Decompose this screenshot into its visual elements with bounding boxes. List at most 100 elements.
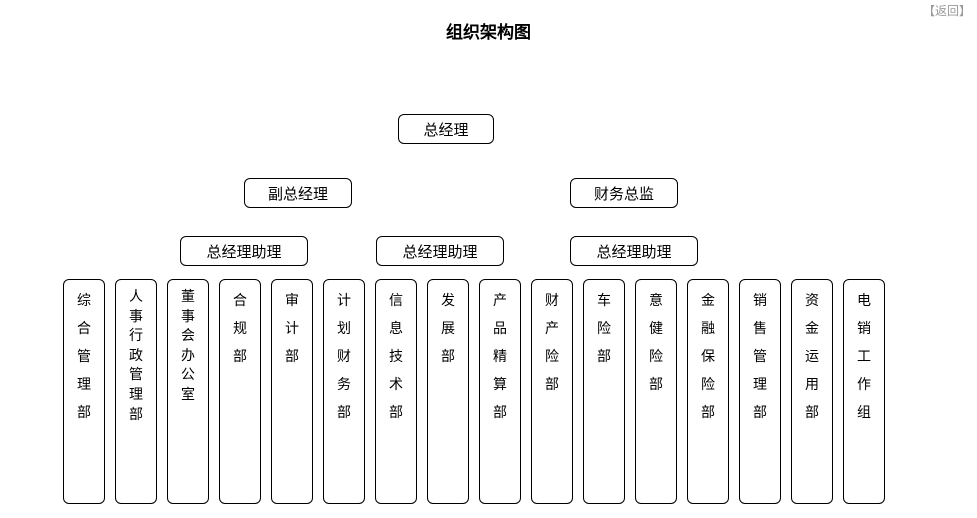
org-dept-char: 金 [701, 288, 715, 316]
org-dept-char: 售 [753, 316, 767, 344]
org-dept-char: 综 [77, 288, 91, 316]
org-dept-char: 事 [181, 308, 195, 328]
org-dept-char: 合 [77, 316, 91, 344]
org-dept-char: 销 [753, 288, 767, 316]
org-dept-char: 金 [805, 316, 819, 344]
org-dept: 电销工作组 [843, 279, 885, 504]
org-dept-char: 部 [805, 400, 819, 428]
org-dept: 资金运用部 [791, 279, 833, 504]
org-node-asst2: 总经理助理 [376, 236, 504, 266]
org-dept-char: 人 [129, 288, 143, 308]
org-dept-char: 审 [285, 288, 299, 316]
org-dept-char: 管 [77, 344, 91, 372]
org-node-label: 财务总监 [594, 183, 654, 204]
org-dept-char: 品 [493, 316, 507, 344]
org-dept-char: 险 [545, 344, 559, 372]
back-link[interactable]: 【返回】 [923, 2, 971, 19]
org-dept-char: 用 [805, 372, 819, 400]
org-dept-char: 部 [129, 406, 143, 426]
org-dept-char: 计 [285, 316, 299, 344]
org-dept-char: 室 [181, 386, 195, 406]
org-dept-char: 电 [857, 288, 871, 316]
org-dept-char: 险 [597, 316, 611, 344]
org-node-cfo: 财务总监 [570, 178, 678, 208]
org-dept-char: 部 [545, 372, 559, 400]
org-dept-char: 算 [493, 372, 507, 400]
org-node-label: 总经理助理 [596, 241, 671, 262]
org-dept-char: 行 [129, 327, 143, 347]
org-dept-char: 规 [233, 316, 247, 344]
org-dept-char: 计 [337, 288, 351, 316]
org-dept-char: 意 [649, 288, 663, 316]
org-dept-char: 理 [77, 372, 91, 400]
org-dept-char: 部 [285, 344, 299, 372]
org-dept-char: 运 [805, 344, 819, 372]
org-dept-char: 办 [181, 347, 195, 367]
org-dept-char: 管 [753, 344, 767, 372]
org-dept: 董事会办公室 [167, 279, 209, 504]
org-dept-char: 公 [181, 366, 195, 386]
org-dept-char: 董 [181, 288, 195, 308]
org-node-label: 总经理助理 [206, 241, 281, 262]
org-node-asst3: 总经理助理 [570, 236, 698, 266]
page-title: 组织架构图 [0, 18, 977, 43]
org-dept-char: 精 [493, 344, 507, 372]
org-dept-char: 术 [389, 372, 403, 400]
org-dept-char: 务 [337, 372, 351, 400]
org-dept-char: 融 [701, 316, 715, 344]
org-dept-char: 部 [233, 344, 247, 372]
org-dept-char: 发 [441, 288, 455, 316]
org-dept: 金融保险部 [687, 279, 729, 504]
org-dept-char: 部 [597, 344, 611, 372]
org-dept-char: 保 [701, 344, 715, 372]
org-dept-char: 部 [493, 400, 507, 428]
org-dept-char: 管 [129, 366, 143, 386]
org-dept: 合规部 [219, 279, 261, 504]
org-dept-char: 部 [753, 400, 767, 428]
org-dept: 产品精算部 [479, 279, 521, 504]
org-dept-char: 息 [389, 316, 403, 344]
org-dept-char: 组 [857, 400, 871, 428]
org-dept-char: 车 [597, 288, 611, 316]
org-dept: 意健险部 [635, 279, 677, 504]
org-dept-char: 销 [857, 316, 871, 344]
org-dept-char: 险 [649, 344, 663, 372]
org-dept-char: 险 [701, 372, 715, 400]
org-dept-char: 作 [857, 372, 871, 400]
org-dept-char: 部 [441, 344, 455, 372]
org-dept-char: 技 [389, 344, 403, 372]
org-dept: 审计部 [271, 279, 313, 504]
org-dept-char: 部 [337, 400, 351, 428]
org-dept-char: 部 [701, 400, 715, 428]
org-dept-char: 信 [389, 288, 403, 316]
org-dept: 计划财务部 [323, 279, 365, 504]
org-dept-char: 划 [337, 316, 351, 344]
org-dept-char: 政 [129, 347, 143, 367]
org-dept-char: 工 [857, 344, 871, 372]
org-dept-char: 部 [389, 400, 403, 428]
org-dept-char: 会 [181, 327, 195, 347]
org-node-vgm: 副总经理 [244, 178, 352, 208]
org-dept: 车险部 [583, 279, 625, 504]
org-dept: 发展部 [427, 279, 469, 504]
org-dept: 财产险部 [531, 279, 573, 504]
org-dept-char: 财 [337, 344, 351, 372]
org-node-label: 副总经理 [268, 183, 328, 204]
org-dept-char: 财 [545, 288, 559, 316]
org-dept-char: 产 [493, 288, 507, 316]
org-dept-char: 健 [649, 316, 663, 344]
org-dept-char: 部 [649, 372, 663, 400]
org-dept-char: 部 [77, 400, 91, 428]
org-dept-char: 产 [545, 316, 559, 344]
org-dept: 综合管理部 [63, 279, 105, 504]
org-dept: 人事行政管理部 [115, 279, 157, 504]
org-node-label: 总经理 [423, 119, 468, 140]
org-dept-char: 理 [129, 386, 143, 406]
org-dept: 信息技术部 [375, 279, 417, 504]
org-dept-char: 合 [233, 288, 247, 316]
org-dept-char: 资 [805, 288, 819, 316]
org-dept-char: 事 [129, 308, 143, 328]
org-node-ceo: 总经理 [398, 114, 494, 144]
org-node-asst1: 总经理助理 [180, 236, 308, 266]
org-dept-char: 展 [441, 316, 455, 344]
